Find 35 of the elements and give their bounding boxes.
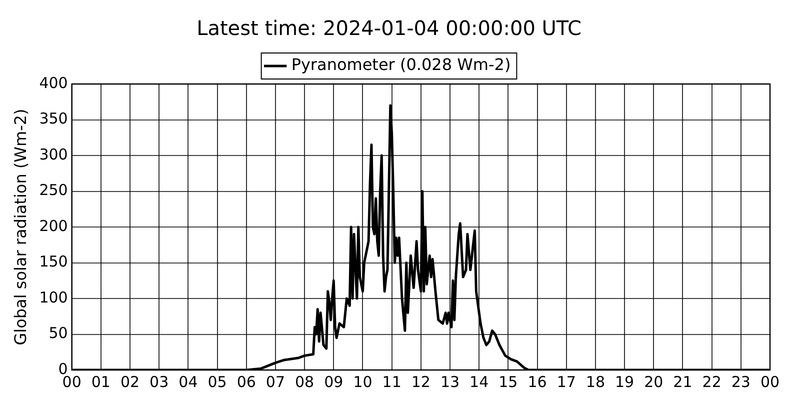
x-tick-label: 12: [411, 372, 430, 391]
x-tick-label: 19: [615, 372, 634, 391]
y-tick-label: 100: [39, 288, 68, 306]
x-tick-label: 01: [91, 372, 110, 391]
y-tick-label: 300: [39, 145, 68, 164]
x-tick-label: 15: [498, 372, 518, 391]
x-tick-label: 00: [760, 372, 780, 391]
legend-label: Pyranometer (0.028 Wm-2): [291, 55, 511, 74]
x-tick-label: 17: [556, 372, 576, 391]
chart-title: Latest time: 2024-01-04 00:00:00 UTC: [196, 16, 582, 40]
x-tick-label: 21: [673, 372, 692, 391]
x-tick-label: 09: [324, 372, 344, 391]
x-tick-label: 06: [236, 372, 256, 391]
x-tick-label: 02: [120, 372, 140, 391]
x-tick-label: 18: [586, 372, 606, 391]
y-tick-label: 50: [48, 324, 68, 342]
x-tick-label: 07: [266, 372, 286, 391]
y-tick-label: 200: [39, 216, 68, 235]
y-tick-label: 150: [39, 252, 68, 271]
x-tick-label: 11: [382, 372, 402, 391]
x-tick-label: 10: [353, 372, 372, 391]
y-axis-title: Global solar radiation (Wm-2): [10, 108, 30, 346]
x-tick-label: 13: [440, 372, 460, 391]
x-tick-label: 23: [731, 372, 750, 391]
x-tick-label: 03: [150, 372, 169, 391]
x-tick-label: 08: [295, 372, 314, 391]
x-tick-label: 14: [470, 372, 489, 391]
x-tick-label: 05: [208, 372, 227, 391]
x-tick-label: 04: [178, 372, 198, 391]
x-tick-label: 16: [528, 372, 547, 391]
y-tick-label: 250: [39, 181, 68, 200]
y-tick-label: 400: [39, 74, 68, 92]
x-tick-label: 20: [644, 372, 664, 391]
y-tick-label: 350: [39, 110, 68, 128]
x-tick-label: 22: [702, 372, 722, 391]
